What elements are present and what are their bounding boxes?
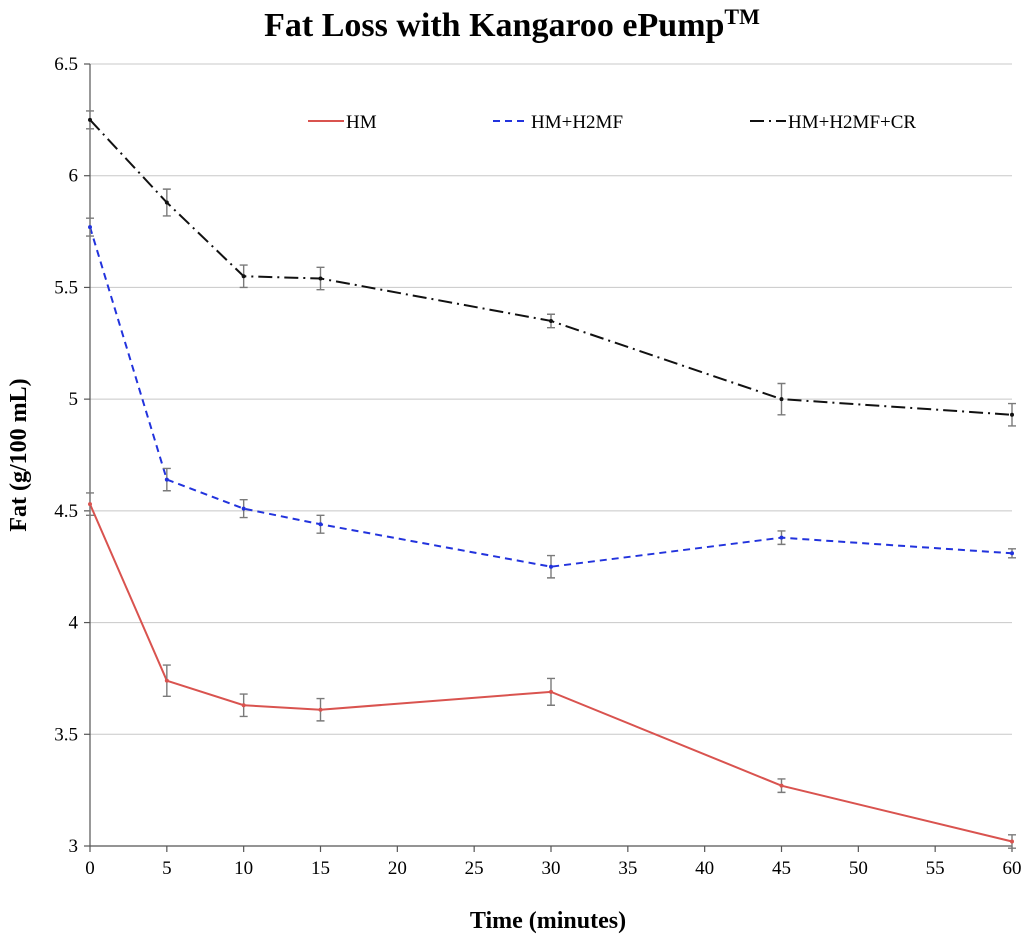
series-line <box>89 503 1013 843</box>
data-point <box>241 506 246 511</box>
x-tick-label: 5 <box>162 858 172 879</box>
data-point <box>549 318 553 323</box>
legend-label: HM+H2MF <box>531 112 623 133</box>
y-tick-label: 5.5 <box>54 277 78 298</box>
y-tick-label: 6.5 <box>54 54 78 75</box>
data-point <box>318 707 323 712</box>
legend-label: HM+H2MF+CR <box>788 112 916 133</box>
data-point <box>241 703 246 708</box>
data-point <box>164 200 169 205</box>
x-tick-label: 10 <box>234 858 253 879</box>
y-axis-label: Fat (g/100 mL) <box>6 378 32 531</box>
data-point <box>1010 412 1014 417</box>
data-point <box>164 678 169 683</box>
data-point <box>779 535 784 540</box>
chart-title: Fat Loss with Kangaroo ePumpTM <box>264 4 760 44</box>
x-tick-label: 15 <box>311 858 330 879</box>
data-point <box>779 397 784 402</box>
x-tick-label: 50 <box>849 858 868 879</box>
y-axis-ticks: 3 3.5 4 4.5 5 5.5 6 6.5 <box>54 54 90 857</box>
data-point <box>88 502 92 507</box>
data-point <box>88 117 92 122</box>
x-tick-label: 35 <box>618 858 637 879</box>
data-point <box>779 783 784 788</box>
chart-title-superscript: TM <box>724 4 760 29</box>
y-tick-label: 6 <box>69 166 79 187</box>
x-tick-label: 55 <box>926 858 945 879</box>
data-point <box>318 522 323 527</box>
data-point <box>549 564 553 569</box>
series-line <box>89 226 1013 568</box>
data-point <box>241 274 246 279</box>
data-point <box>318 276 323 281</box>
chart-title-main: Fat Loss with Kangaroo ePump <box>264 7 724 44</box>
axes <box>89 64 1012 847</box>
legend-label: HM <box>346 112 377 133</box>
legend: HM HM+H2MF HM+H2MF+CR <box>308 112 916 133</box>
y-tick-label: 4.5 <box>54 501 78 522</box>
x-tick-label: 60 <box>1003 858 1022 879</box>
data-point <box>88 225 92 230</box>
series-hm <box>86 492 1016 849</box>
gridlines <box>90 63 1012 735</box>
data-point <box>549 689 553 694</box>
x-axis-ticks: 0 5 10 15 20 25 30 35 40 45 50 55 60 <box>85 846 1022 879</box>
y-tick-label: 4 <box>69 613 79 634</box>
series-lines <box>86 110 1016 849</box>
x-tick-label: 30 <box>542 858 561 879</box>
x-tick-label: 20 <box>388 858 407 879</box>
series-hm-h2mf-cr <box>86 110 1016 427</box>
x-axis-label: Time (minutes) <box>470 908 626 934</box>
x-tick-label: 40 <box>695 858 714 879</box>
y-tick-label: 3 <box>69 836 79 857</box>
x-tick-label: 25 <box>465 858 484 879</box>
data-point <box>1010 551 1014 556</box>
x-tick-label: 0 <box>85 858 95 879</box>
series-hm-h2mf <box>86 217 1016 579</box>
data-point <box>164 477 169 482</box>
data-point <box>1010 839 1014 844</box>
y-tick-label: 3.5 <box>54 724 78 745</box>
y-tick-label: 5 <box>69 389 79 410</box>
series-line <box>89 119 1013 416</box>
x-tick-label: 45 <box>772 858 791 879</box>
